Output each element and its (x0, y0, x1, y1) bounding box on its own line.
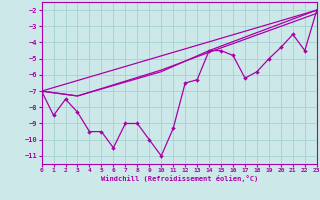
X-axis label: Windchill (Refroidissement éolien,°C): Windchill (Refroidissement éolien,°C) (100, 175, 258, 182)
